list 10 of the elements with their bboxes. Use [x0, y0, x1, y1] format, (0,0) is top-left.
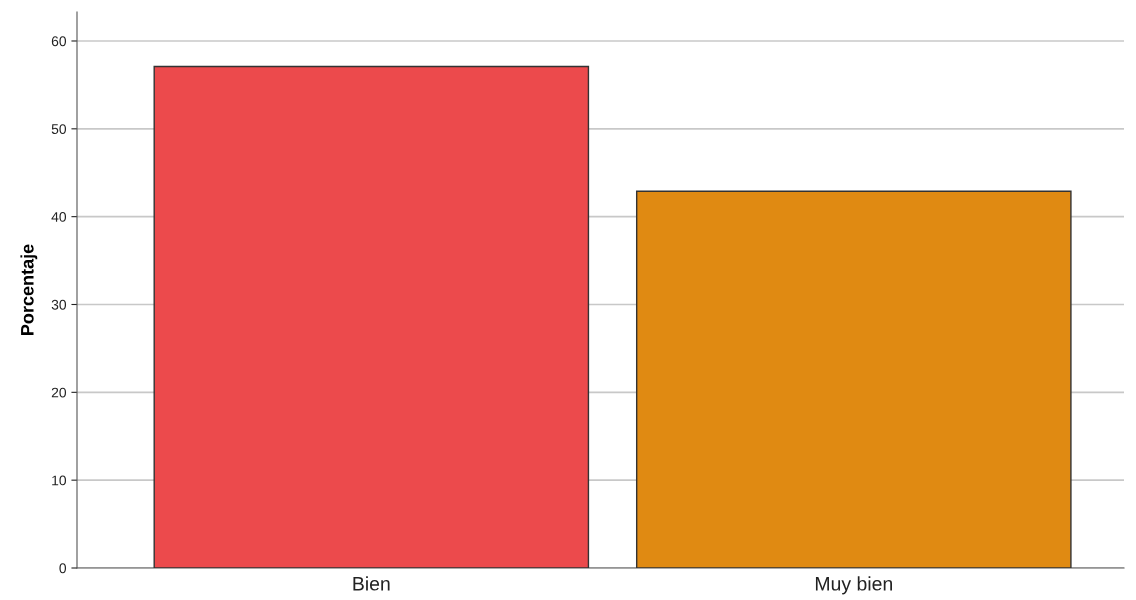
x-tick-label: Bien	[353, 576, 390, 591]
y-tick-label: 30	[51, 299, 67, 310]
y-tick-label: 50	[51, 124, 67, 134]
y-tick-label: 10	[52, 475, 67, 486]
x-tick-label: Muy bien	[815, 576, 892, 595]
y-axis-title: Porcentaje	[20, 244, 38, 335]
y-tick-label: 0	[59, 563, 67, 574]
y-tick-label: 20	[51, 387, 67, 398]
y-tick-label: 40	[51, 211, 67, 222]
y-tick-label: 60	[51, 36, 67, 47]
